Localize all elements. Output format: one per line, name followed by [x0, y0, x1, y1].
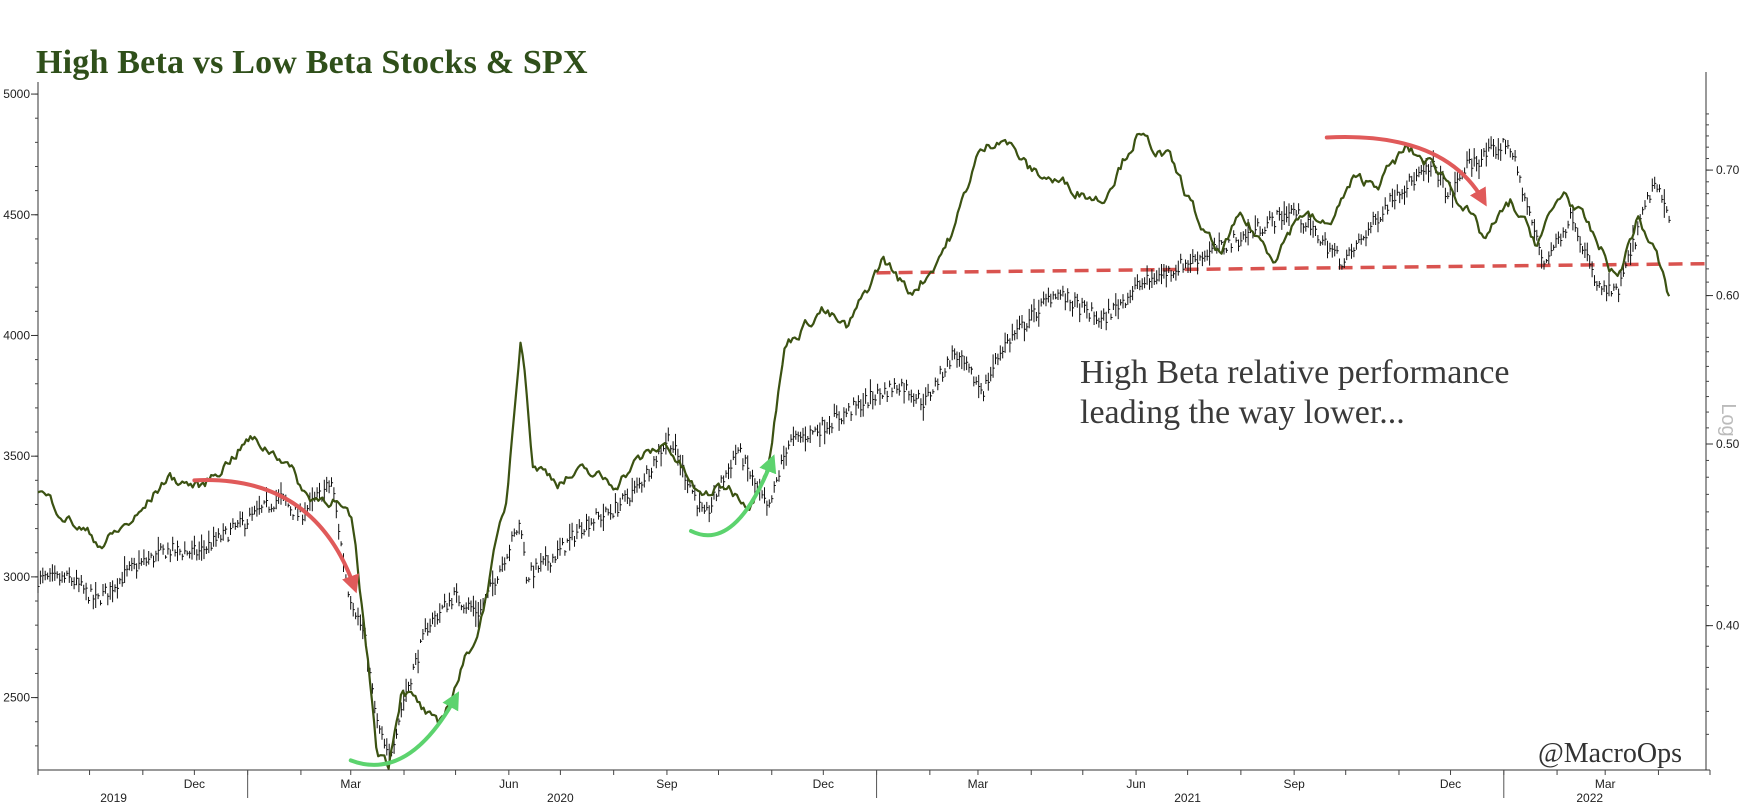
text-layer: High Beta relative performance leading t…: [1080, 354, 1739, 769]
right-axis-label: Log: [1717, 403, 1739, 436]
spx-series-layer: [37, 136, 1671, 765]
left-tick-label: 3000: [3, 570, 30, 584]
left-tick-label: 4500: [3, 208, 30, 222]
annotation-line-1: High Beta relative performance: [1080, 354, 1510, 391]
left-tick-label: 4000: [3, 328, 30, 342]
axes-layer: 2500 3000 3500 4000 4500 5000 0.40 0.50 0.60 0.70…: [3, 72, 1740, 805]
red-down-arrow: [1324, 135, 1487, 207]
high-beta-series-layer: [37, 132, 1671, 770]
spx-bars: [37, 136, 1671, 765]
month-tick-label: Jun: [499, 777, 518, 791]
left-tick-label: 5000: [3, 87, 30, 101]
month-tick-label: Jun: [1126, 777, 1145, 791]
left-tick-label: 2500: [3, 691, 30, 705]
annotation-line-2: leading the way lower...: [1080, 394, 1405, 431]
month-tick-label: Mar: [1595, 777, 1616, 791]
reference-dashed-line: [876, 261, 1709, 275]
month-tick-label: Mar: [968, 777, 989, 791]
green-up-arrow: [348, 691, 460, 767]
arrows-layer: [192, 135, 1487, 767]
green-up-arrow: [688, 454, 777, 538]
year-label: 2020: [547, 791, 574, 805]
year-label: 2021: [1174, 791, 1201, 805]
right-tick-label: 0.70: [1716, 163, 1740, 177]
year-label: 2019: [100, 791, 127, 805]
high-beta-line: [37, 132, 1671, 770]
red-down-arrow: [192, 478, 360, 594]
left-tick-label: 3500: [3, 449, 30, 463]
month-tick-label: Dec: [184, 777, 205, 791]
right-tick-label: 0.60: [1716, 289, 1740, 303]
month-tick-label: Sep: [656, 777, 678, 791]
month-tick-label: Dec: [1440, 777, 1461, 791]
credit-label: @MacroOps: [1538, 738, 1682, 769]
month-tick-label: Sep: [1283, 777, 1305, 791]
chart-title: High Beta vs Low Beta Stocks & SPX: [36, 44, 588, 81]
year-label: 2022: [1576, 791, 1603, 805]
reference-line-layer: [876, 261, 1709, 275]
right-tick-label: 0.40: [1716, 619, 1740, 633]
month-tick-label: Mar: [340, 777, 361, 791]
right-tick-label: 0.50: [1716, 437, 1740, 451]
month-tick-label: Dec: [813, 777, 834, 791]
